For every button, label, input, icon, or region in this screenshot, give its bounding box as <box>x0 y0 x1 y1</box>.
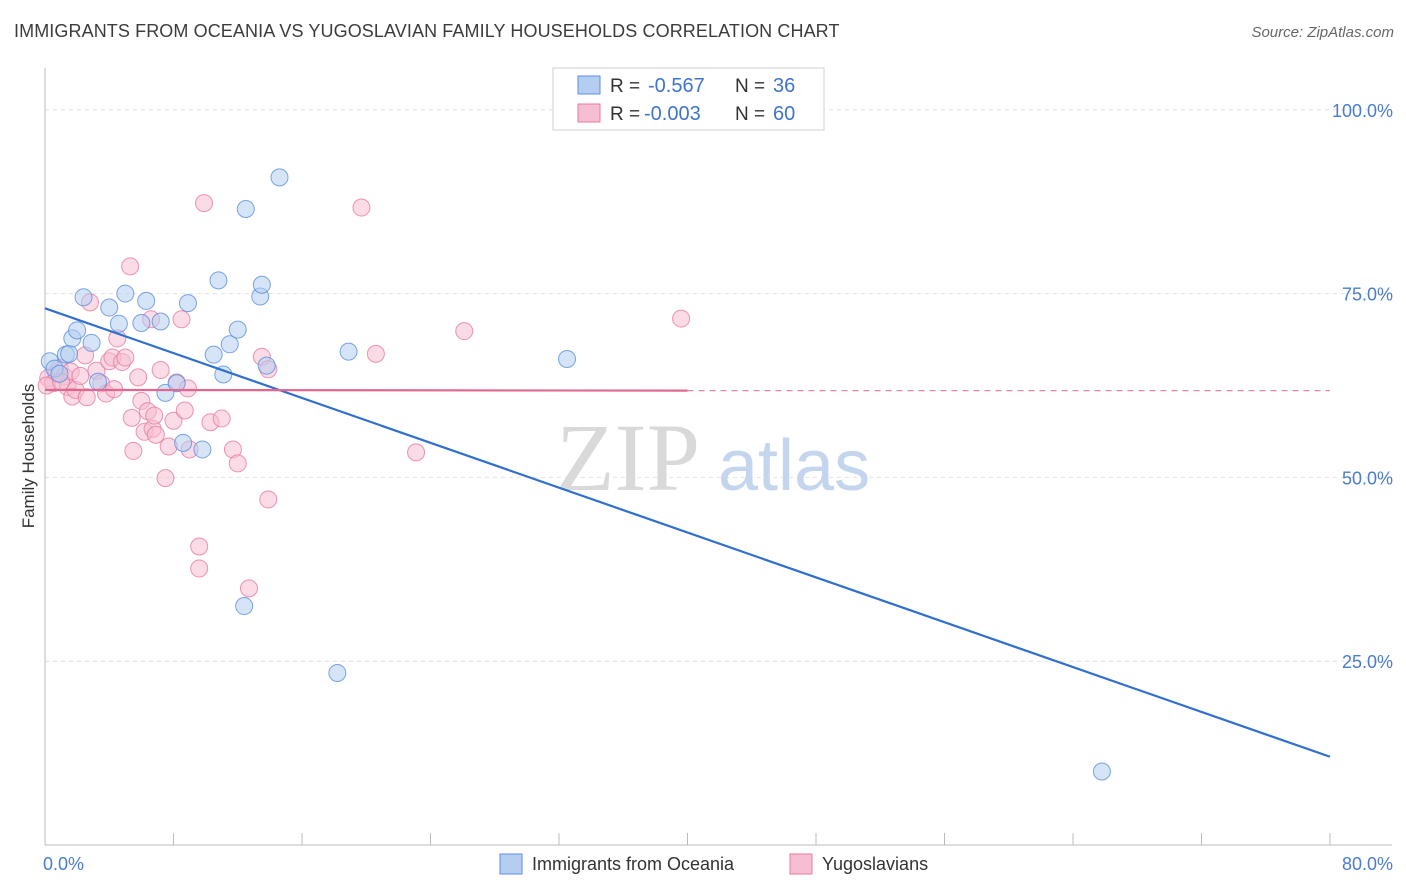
oceania-point <box>558 350 577 369</box>
legend-swatch-yugoslavians <box>577 103 601 123</box>
legend-n-value-2: 60 <box>773 103 795 125</box>
yugoslavian-point <box>124 441 143 460</box>
oceania-point <box>270 168 289 187</box>
gridlines <box>45 109 1392 662</box>
legend-r-value-1: -0.567 <box>648 75 705 97</box>
oceania-point <box>151 312 170 331</box>
axes <box>44 68 1392 846</box>
yugoslavian-point <box>164 411 183 430</box>
y-tick-labels: 25.0% 50.0% 75.0% 100.0% <box>1332 101 1393 672</box>
legend-n-value-1: 36 <box>773 75 795 97</box>
yugoslavian-point <box>151 361 170 380</box>
watermark: ZIP atlas <box>556 404 870 511</box>
oceania-point <box>50 364 69 383</box>
watermark-zip: ZIP <box>556 404 700 511</box>
yugoslavian-point <box>259 490 278 509</box>
data-points <box>37 168 1111 781</box>
y-tick-label: 50.0% <box>1342 468 1393 488</box>
oceania-point <box>74 288 93 307</box>
oceania-point <box>178 294 197 313</box>
watermark-atlas: atlas <box>718 426 870 506</box>
bottom-legend-swatch-oceania <box>499 853 523 875</box>
oceania-point <box>100 298 119 317</box>
x-tick-labels: 0.0% 80.0% <box>43 854 1393 874</box>
oceania-point <box>252 275 271 294</box>
y-axis-label: Family Households <box>19 384 38 529</box>
yugoslavian-point <box>129 368 148 387</box>
yugoslavian-point <box>352 198 371 217</box>
yugoslavian-trend-line <box>44 388 688 392</box>
oceania-point <box>132 313 151 332</box>
oceania-point <box>60 344 79 363</box>
oceania-point <box>220 335 239 354</box>
source-label: Source: ZipAtlas.com <box>1251 24 1394 41</box>
yugoslavian-point <box>455 322 474 341</box>
yugoslavian-point <box>77 388 96 407</box>
yugoslavian-point <box>175 401 194 420</box>
oceania-point <box>209 271 228 290</box>
bottom-legend-label-yugoslavians: Yugoslavians <box>822 854 928 874</box>
oceania-trend-line <box>44 307 1331 758</box>
legend-r-label-1: R = <box>610 76 640 97</box>
chart-title: IMMIGRANTS FROM OCEANIA VS YUGOSLAVIAN F… <box>14 21 840 41</box>
yugoslavian-point <box>122 408 141 427</box>
oceania-point <box>109 314 128 333</box>
oceania-point <box>193 440 212 459</box>
oceania-point <box>236 200 255 219</box>
yugoslavian-point <box>156 469 175 488</box>
yugoslavian-point <box>190 537 209 556</box>
yugoslavian-point <box>146 425 165 444</box>
legend-box: R = -0.567 N = 36 R = -0.003 N = 60 <box>552 67 825 131</box>
yugoslavian-point <box>195 194 214 213</box>
oceania-point <box>137 291 156 310</box>
oceania-point <box>235 597 254 616</box>
legend-n-label-1: N = <box>735 76 765 97</box>
legend-r-label-2: R = <box>610 104 640 125</box>
oceania-point <box>68 321 87 340</box>
yugoslavian-point <box>71 366 90 385</box>
y-tick-label: 100.0% <box>1332 101 1393 121</box>
y-tick-label: 75.0% <box>1342 285 1393 305</box>
yugoslavian-point <box>228 454 247 473</box>
oceania-point <box>1092 762 1111 781</box>
legend-r-value-2: -0.003 <box>644 103 701 125</box>
legend-n-label-2: N = <box>735 104 765 125</box>
y-tick-label: 25.0% <box>1342 652 1393 672</box>
yugoslavian-point <box>172 310 191 329</box>
bottom-legend-label-oceania: Immigrants from Oceania <box>532 854 735 874</box>
yugoslavian-point <box>366 344 385 363</box>
oceania-point <box>174 433 193 452</box>
oceania-point <box>339 342 358 361</box>
yugoslavian-point <box>212 409 231 428</box>
legend-swatch-oceania <box>577 75 601 95</box>
oceania-point <box>228 320 247 339</box>
yugoslavian-point <box>121 257 140 276</box>
x-tick-label-min: 0.0% <box>43 854 84 874</box>
oceania-point <box>328 663 347 682</box>
yugoslavian-point <box>239 579 258 598</box>
yugoslavian-point <box>116 348 135 367</box>
x-tick-label-max: 80.0% <box>1342 854 1393 874</box>
oceania-point <box>167 374 186 393</box>
yugoslavian-point <box>145 406 164 425</box>
bottom-legend: Immigrants from Oceania Yugoslavians <box>499 853 928 875</box>
oceania-point <box>116 284 135 303</box>
yugoslavian-point <box>407 443 426 462</box>
oceania-point <box>204 345 223 364</box>
oceania-point <box>257 356 276 375</box>
oceania-point <box>89 372 108 391</box>
yugoslavian-point <box>190 559 209 578</box>
oceania-point <box>82 333 101 352</box>
bottom-legend-swatch-yugoslavians <box>789 853 813 875</box>
trend-lines <box>44 307 1331 758</box>
yugoslavian-point <box>672 309 691 328</box>
